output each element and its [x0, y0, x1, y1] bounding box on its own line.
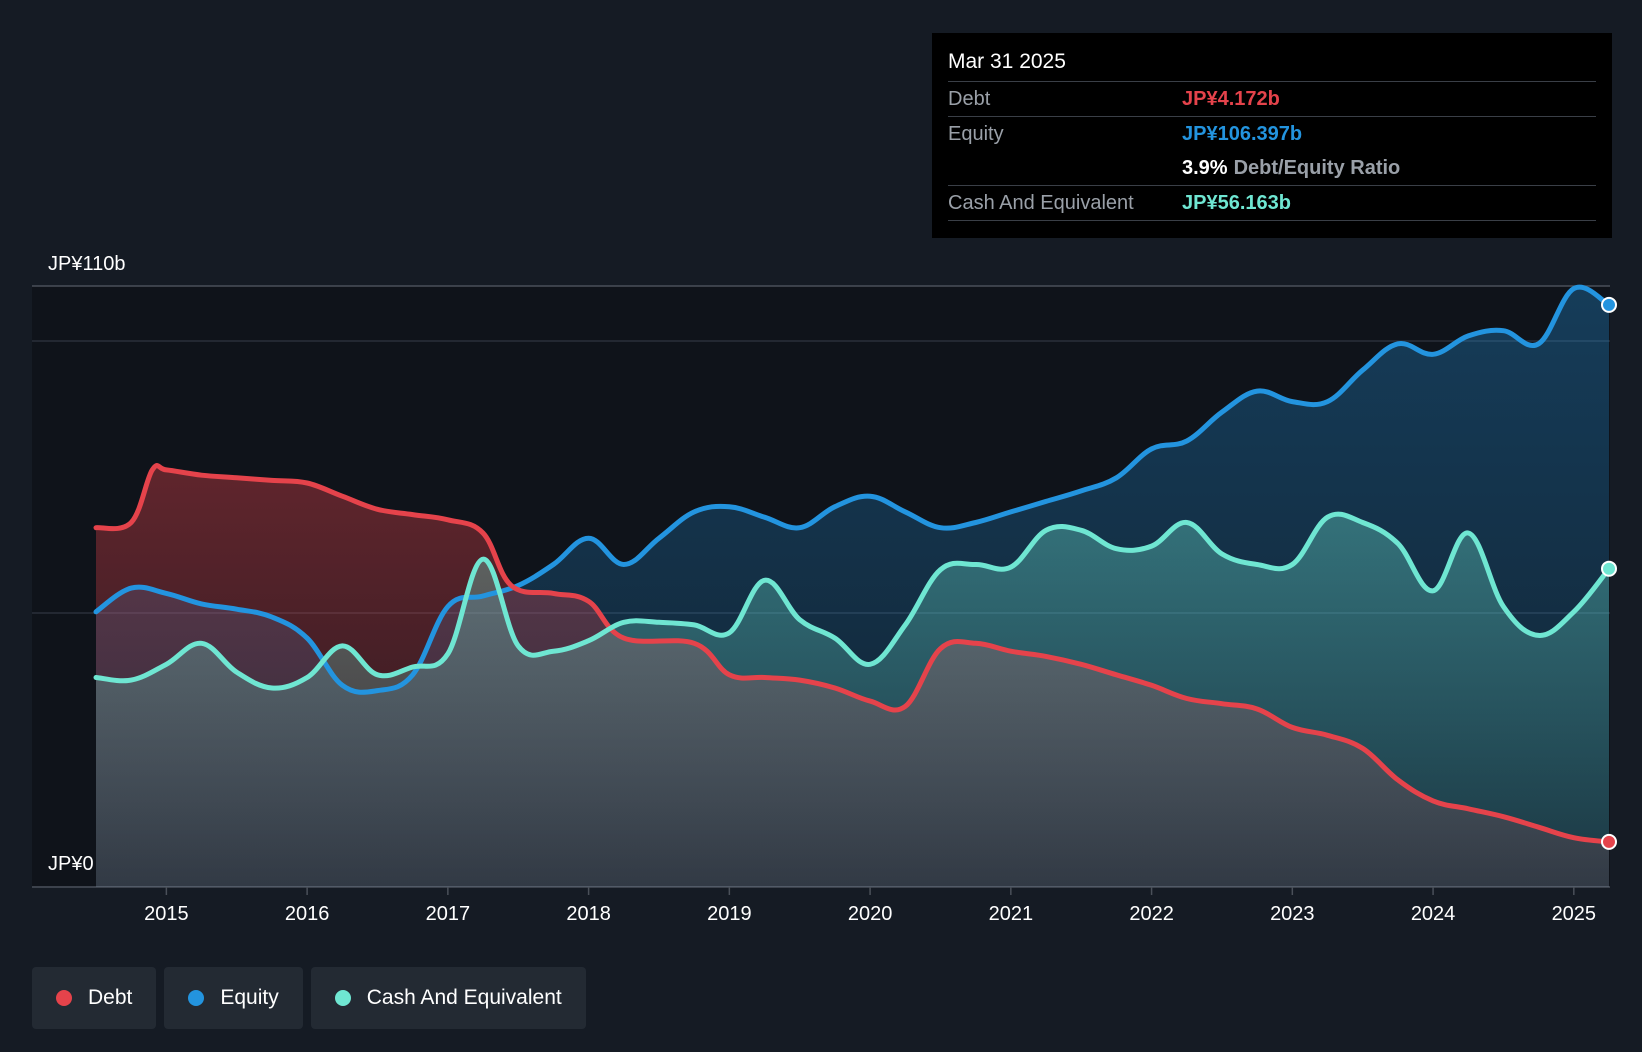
debt-endpoint[interactable] [1601, 833, 1617, 850]
x-tick-label: 2015 [144, 903, 189, 925]
cash-dot-icon [334, 990, 351, 1006]
y-axis-zero-label: JP¥0 [48, 853, 94, 875]
legend-item-cash[interactable]: Cash And Equivalent [310, 967, 586, 1029]
tooltip-debt-row: Debt JP¥4.172b [948, 82, 1596, 117]
legend-item-debt[interactable]: Debt [32, 967, 157, 1029]
tooltip-equity-value: JP¥106.397b [1182, 123, 1303, 145]
x-tick-label: 2024 [1411, 903, 1456, 925]
debt-dot-icon [56, 990, 72, 1006]
x-tick-label: 2025 [1552, 903, 1597, 925]
series-lines [93, 284, 1612, 845]
equity-endpoint[interactable] [1601, 296, 1617, 313]
tooltip-ratio-value: 3.9% [1182, 157, 1228, 179]
tooltip: Mar 31 2025 Debt JP¥4.172b Equity JP¥106… [932, 33, 1612, 238]
tooltip-ratio-row: 3.9% Debt/Equity Ratio [948, 151, 1596, 186]
tooltip-debt-label: Debt [948, 88, 991, 110]
tooltip-cash-value: JP¥56.163b [1182, 192, 1291, 214]
x-tick-label: 2021 [989, 903, 1034, 925]
x-tick-label: 2016 [285, 903, 330, 925]
tooltip-date: Mar 31 2025 [948, 47, 1596, 82]
equity-dot-icon [188, 990, 205, 1006]
x-tick-label: 2020 [848, 903, 893, 925]
legend-label-equity: Equity [220, 986, 279, 1009]
x-tick-label: 2019 [707, 903, 752, 925]
debt-line[interactable] [93, 463, 1612, 845]
series-endpoints [1601, 296, 1617, 850]
legend-label-cash: Cash And Equivalent [366, 986, 562, 1009]
tooltip-equity-label: Equity [948, 123, 1004, 145]
cash-area [96, 514, 1609, 887]
equity-line[interactable] [93, 284, 1612, 695]
cash-line[interactable] [93, 511, 1612, 691]
tooltip-debt-value: JP¥4.172b [1182, 88, 1280, 110]
x-tick-label: 2018 [566, 903, 611, 925]
cash-endpoint[interactable] [1601, 560, 1617, 577]
tooltip-ratio-label: Debt/Equity Ratio [1233, 157, 1401, 179]
x-tick-label: 2022 [1129, 903, 1174, 925]
x-tick-label: 2023 [1270, 903, 1315, 925]
x-axis-ticks: 2015 2016 2017 2018 2019 2020 2021 2022 2023 2024… [144, 887, 1596, 925]
legend-item-equity[interactable]: Equity [164, 967, 303, 1029]
tooltip-equity-row: Equity JP¥106.397b [948, 117, 1596, 151]
y-axis-top-label: JP¥110b [48, 253, 125, 275]
legend: Debt Equity Cash And Equivalent [32, 967, 586, 1029]
tooltip-cash-label: Cash And Equivalent [948, 192, 1134, 214]
x-tick-label: 2017 [426, 903, 471, 925]
tooltip-cash-row: Cash And Equivalent JP¥56.163b [948, 186, 1596, 221]
legend-label-debt: Debt [88, 986, 133, 1009]
